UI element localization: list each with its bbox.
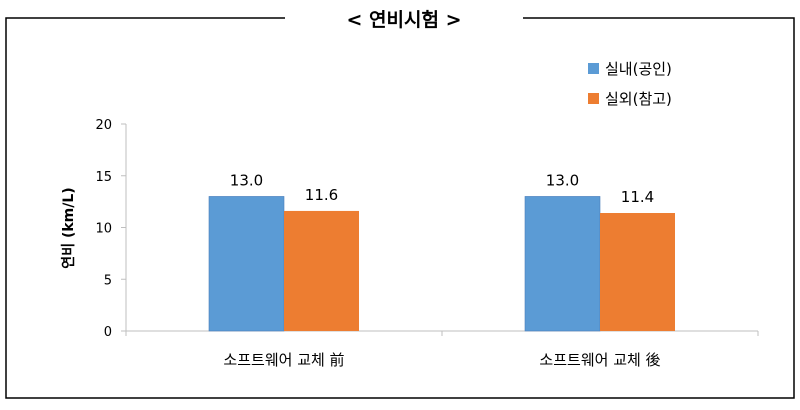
bar-value-label: 11.4	[621, 188, 654, 206]
legend-label: 실외(참고)	[605, 90, 672, 108]
bar-indoor	[524, 196, 601, 332]
data-labels: 13.0 11.6 13.0 11.4	[230, 171, 654, 206]
x-category-label: 소프트웨어 교체 前	[223, 351, 344, 369]
bar-value-label: 13.0	[230, 171, 263, 189]
title-backdrop	[285, 8, 523, 28]
bar-value-label: 11.6	[305, 186, 338, 204]
bar-outdoor	[284, 210, 359, 331]
y-tick-label: 5	[104, 273, 112, 288]
y-tick-label: 15	[95, 170, 112, 185]
chart-title: < 연비시험 >	[347, 9, 462, 31]
legend-label: 실내(공인)	[605, 60, 672, 78]
chart-frame	[5, 17, 795, 399]
bar-outdoor	[600, 213, 675, 331]
x-category-label: 소프트웨어 교체 後	[539, 351, 660, 369]
y-tick-label: 20	[95, 118, 112, 133]
y-axis-label: 연비 (km/L)	[61, 187, 77, 268]
bar-indoor	[208, 196, 285, 332]
axes: 0 5 10 15 20 소프트웨어 교체 前 소프트웨어 교체 後	[95, 118, 759, 369]
legend-swatch	[588, 63, 599, 74]
bar-value-label: 13.0	[546, 171, 579, 189]
bars	[208, 196, 675, 332]
y-tick-label: 0	[104, 325, 112, 340]
y-tick-label: 10	[95, 222, 112, 237]
legend-swatch	[588, 93, 599, 104]
legend: 실내(공인) 실외(참고)	[588, 60, 672, 108]
